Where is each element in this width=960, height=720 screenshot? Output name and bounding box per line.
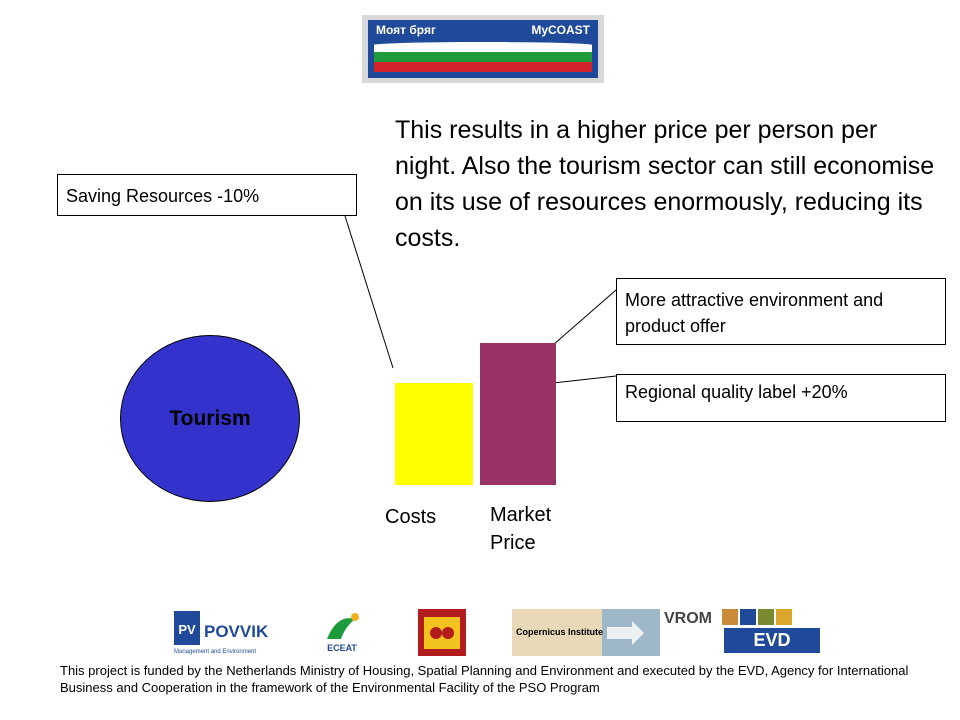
logo-stripe-red: [374, 62, 592, 72]
regional-connector-line: [552, 375, 617, 384]
attractive-connector-line: [552, 289, 617, 346]
eceat-name: ECEAT: [327, 643, 357, 653]
callout-saving-resources: Saving Resources -10%: [57, 174, 357, 216]
costs-label: Costs: [385, 506, 437, 528]
povvik-sub: Management and Environment: [174, 649, 256, 655]
market-price-label: Market Price: [490, 504, 552, 554]
povvik-logo: PV POVVIK Management and Environment: [174, 611, 269, 655]
evd-logo: EVD: [724, 628, 820, 653]
copernicus-name: Copernicus Institute: [516, 627, 603, 637]
eceat-logo: ECEAT: [327, 613, 359, 653]
tourism-circle: Tourism: [120, 335, 300, 502]
crest-logo: [418, 609, 466, 656]
footer-funding-text: This project is funded by the Netherland…: [60, 663, 909, 695]
main-paragraph: This results in a higher price per perso…: [395, 116, 935, 252]
evd-name: EVD: [753, 630, 791, 650]
copernicus-logo: Copernicus Institute: [512, 609, 660, 656]
logo-stripe-white: [374, 42, 592, 52]
callout-regional-quality: Regional quality label +20%: [616, 374, 946, 422]
market-price-bar: [480, 343, 556, 485]
mycoast-logo: Моят бряг MyCOAST: [362, 15, 604, 83]
povvik-name: POVVIK: [204, 622, 269, 641]
logo-stripe-green: [374, 52, 592, 62]
costs-bar: [395, 383, 473, 485]
logo-label-bulgarian: Моят бряг: [376, 23, 436, 37]
vrom-name: VROM: [664, 610, 712, 627]
logo-flag: Моят бряг MyCOAST: [368, 20, 598, 78]
svg-text:PV: PV: [178, 622, 196, 637]
callout-attractive-environment: More attractive environment and product …: [616, 278, 946, 345]
saving-connector-line: [344, 215, 394, 369]
logo-label-english: MyCOAST: [531, 23, 590, 37]
tourism-label: Tourism: [169, 406, 251, 430]
vrom-logo: VROM: [664, 609, 792, 627]
